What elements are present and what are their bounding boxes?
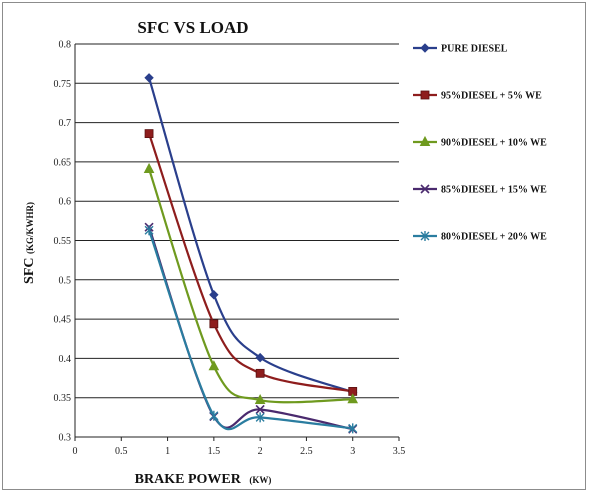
x-tick-label: 2.5 (300, 446, 313, 457)
data-point (255, 352, 265, 363)
x-tick-label: 1.5 (208, 446, 221, 457)
legend-item-3: 90%DIESEL + 10% WE (413, 135, 547, 149)
data-point (255, 368, 265, 378)
x-axis-label-text: BRAKE POWER (135, 472, 242, 487)
x-axis-label: BRAKE POWER (KW) (135, 472, 272, 487)
y-axis-unit: (KG/KWHR) (25, 202, 35, 254)
data-point (209, 290, 219, 300)
legend-label: 95%DIESEL + 5% WE (441, 91, 542, 102)
legend-marker (420, 90, 430, 100)
y-tick-label: 0.65 (54, 157, 72, 168)
series-2 (144, 129, 358, 396)
data-point (209, 410, 219, 421)
legend-label: 90%DIESEL + 10% WE (441, 138, 547, 149)
y-tick-label: 0.8 (59, 40, 72, 51)
data-point (144, 73, 154, 83)
x-tick-labels: 0 0.5 1 1.5 2 2.5 3 3.5 (73, 437, 406, 457)
chart-title: SFC VS LOAD (137, 18, 248, 37)
y-tick-label: 0.75 (54, 79, 72, 90)
series-line (148, 168, 353, 404)
data-point (255, 404, 265, 415)
y-tick-label: 0.45 (54, 315, 72, 326)
legend-item-4: 85%DIESEL + 15% WE (413, 184, 547, 196)
y-tick-label: 0.4 (59, 354, 72, 365)
legend-marker (419, 135, 431, 146)
x-tick-label: 1 (165, 446, 170, 457)
sfc-chart: SFC VS LOAD 0.3 0.35 0.4 0.45 0.5 0.55 0.6 0.65… (22, 18, 547, 487)
series-5 (144, 225, 358, 434)
x-tick-label: 3.5 (393, 446, 406, 457)
data-point (348, 423, 358, 434)
x-tick-label: 3 (350, 446, 355, 457)
data-point (144, 129, 154, 139)
data-point (347, 393, 359, 404)
y-tick-label: 0.6 (59, 197, 72, 208)
y-axis-label-text: SFC (22, 258, 37, 284)
data-point (208, 360, 220, 371)
data-point (254, 393, 266, 405)
data-point (255, 412, 265, 423)
legend-item-1: PURE DIESEL (413, 43, 508, 55)
chart-frame: SFC VS LOAD 0.3 0.35 0.4 0.45 0.5 0.55 0.6 0.65… (2, 2, 586, 490)
y-tick-label: 0.5 (59, 275, 72, 286)
x-tick-label: 0 (73, 446, 78, 457)
legend-marker (420, 231, 430, 241)
y-tick-label: 0.35 (54, 393, 72, 404)
data-point (143, 162, 155, 173)
legend-marker (420, 43, 430, 53)
grid-lines (75, 43, 399, 438)
axes (74, 44, 399, 438)
series-lines (143, 73, 359, 434)
legend-label: 85%DIESEL + 15% WE (441, 185, 547, 196)
series-line (148, 77, 354, 394)
legend: PURE DIESEL 95%DIESEL + 5% WE 90%DIESEL + … (413, 43, 547, 243)
y-tick-label: 0.7 (59, 118, 72, 129)
legend-item-2: 95%DIESEL + 5% WE (413, 91, 542, 102)
x-tick-label: 2 (258, 446, 263, 457)
legend-marker (420, 184, 430, 194)
y-axis-label: SFC (KG/KWHR) (22, 202, 37, 284)
x-axis-unit: (KW) (249, 475, 271, 485)
legend-item-5: 80%DIESEL + 20% WE (413, 231, 547, 243)
x-tick-label: 0.5 (115, 446, 128, 457)
data-point (144, 225, 154, 236)
series-3 (143, 162, 359, 405)
y-tick-label: 0.55 (54, 236, 72, 247)
data-point (209, 319, 219, 329)
legend-label: 80%DIESEL + 20% WE (441, 232, 547, 243)
legend-label: PURE DIESEL (441, 44, 508, 55)
y-tick-labels: 0.3 0.35 0.4 0.45 0.5 0.55 0.6 0.65 0.7 0.75 0.8 (54, 40, 72, 444)
y-tick-label: 0.3 (59, 433, 72, 444)
series-line (148, 133, 353, 393)
series-line (148, 229, 353, 431)
